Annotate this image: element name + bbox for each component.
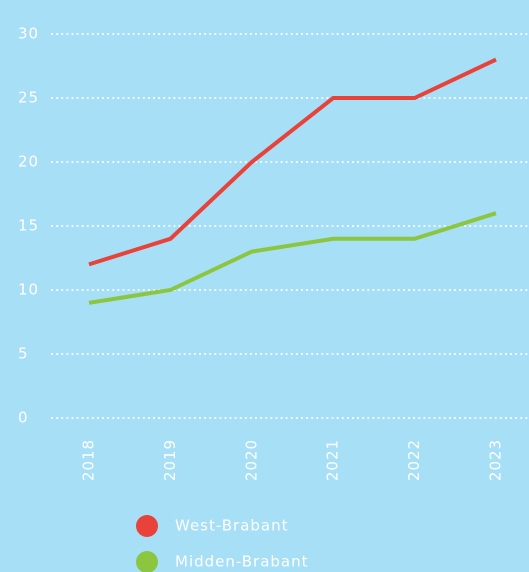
legend-label: West-Brabant xyxy=(175,517,289,535)
x-tick-label: 2018 xyxy=(80,439,98,481)
y-tick-label: 5 xyxy=(18,345,29,363)
y-tick-label: 10 xyxy=(18,281,39,299)
legend-marker xyxy=(136,515,158,537)
line-series xyxy=(88,211,497,305)
x-tick-label: 2019 xyxy=(161,439,179,481)
x-tick-label: 2023 xyxy=(487,439,505,481)
x-tick-label: 2022 xyxy=(405,439,423,481)
line-series xyxy=(88,57,497,267)
y-tick-label: 20 xyxy=(18,153,39,171)
y-tick-label: 30 xyxy=(18,25,39,43)
legend-label: Midden-Brabant xyxy=(175,553,309,571)
legend-marker xyxy=(136,551,158,572)
x-tick-label: 2021 xyxy=(324,439,342,481)
y-tick-label: 25 xyxy=(18,89,39,107)
y-tick-label: 0 xyxy=(18,409,29,427)
y-tick-label: 15 xyxy=(18,217,39,235)
x-tick-label: 2020 xyxy=(242,439,260,481)
